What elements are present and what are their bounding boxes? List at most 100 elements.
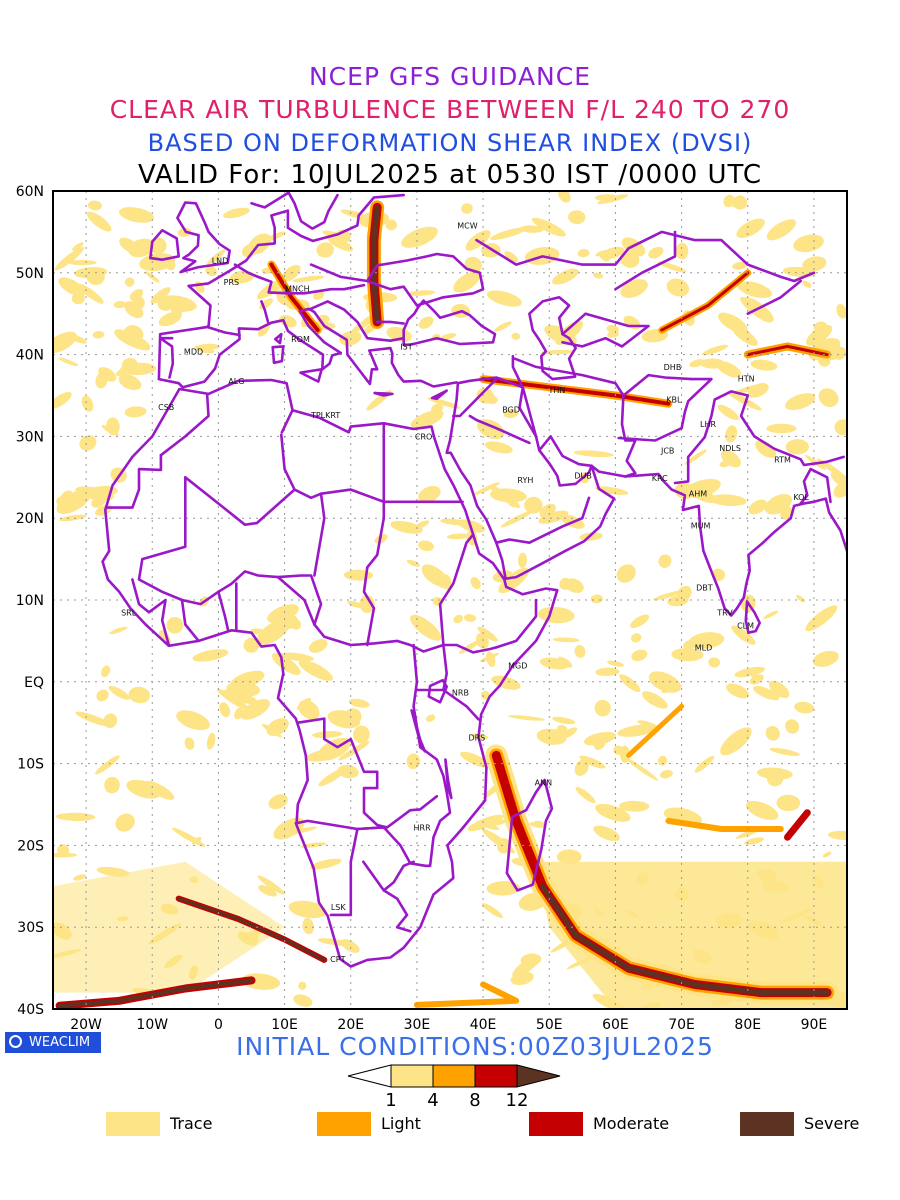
trace-patch bbox=[279, 652, 314, 662]
trace-patch bbox=[460, 751, 491, 768]
legend-label: Moderate bbox=[593, 1114, 670, 1133]
trace-patch bbox=[491, 819, 509, 826]
trace-patch bbox=[386, 326, 412, 342]
trace-patch bbox=[95, 755, 120, 775]
trace-patch bbox=[73, 874, 87, 881]
scandinavia-coast bbox=[250, 191, 339, 230]
trace-area bbox=[53, 861, 285, 993]
colorbar-tick-label: 12 bbox=[506, 1090, 529, 1111]
station-label-kol: KOL bbox=[793, 493, 809, 502]
trace-patch bbox=[298, 981, 307, 990]
trace-patch bbox=[658, 261, 687, 273]
trace-patch bbox=[126, 779, 162, 799]
station-label-krc: KRC bbox=[652, 474, 668, 483]
trace-patch bbox=[719, 459, 732, 468]
trace-patch bbox=[785, 719, 800, 734]
trace-patch bbox=[688, 632, 725, 649]
trace-patch bbox=[470, 577, 481, 590]
trace-patch bbox=[418, 540, 434, 552]
trace-patch bbox=[223, 207, 250, 219]
trace-patch bbox=[340, 209, 367, 219]
lat-tick-label: 40S bbox=[17, 1002, 44, 1018]
station-label-cpt: CPT bbox=[330, 955, 345, 964]
trace-patch bbox=[446, 533, 471, 540]
corsica bbox=[273, 332, 283, 345]
gulf-north-coast bbox=[537, 435, 593, 468]
trace-patch bbox=[418, 316, 434, 329]
trace-patch bbox=[736, 218, 765, 239]
trace-patch bbox=[290, 619, 302, 630]
station-label-ndls: NDLS bbox=[719, 444, 741, 453]
trace-patch bbox=[165, 257, 176, 271]
lat-tick-label: 10S bbox=[17, 757, 44, 773]
trace-patch bbox=[453, 271, 481, 293]
trace-patch bbox=[79, 435, 97, 451]
trace-patch bbox=[657, 755, 668, 766]
trace-patch bbox=[418, 485, 441, 503]
trace-patch bbox=[58, 277, 86, 297]
trace-patch bbox=[322, 230, 352, 242]
trace-patch bbox=[427, 570, 453, 590]
trace-patch bbox=[579, 755, 606, 769]
station-label-alg: ALG bbox=[228, 377, 244, 386]
axis-labels: 60N 50N 40N 30N 20N 10N EQ 10S 20S 30S 40S 20W 10W 0 1… bbox=[16, 184, 828, 1033]
trace-patch bbox=[343, 569, 374, 581]
trace-patch bbox=[426, 714, 436, 722]
trace-patch bbox=[700, 358, 725, 369]
country-border bbox=[673, 390, 846, 485]
trace-patch bbox=[293, 994, 313, 1007]
station-label-lsk: LSK bbox=[331, 903, 347, 912]
trace-patch bbox=[709, 494, 747, 507]
trace-patch bbox=[150, 287, 171, 304]
trace-patch bbox=[58, 514, 87, 522]
jet-moderate bbox=[269, 262, 320, 333]
madagascar-coast bbox=[505, 778, 554, 892]
trace-patch bbox=[555, 320, 583, 345]
trace-patch bbox=[593, 825, 620, 842]
colorbar-lower-arrow bbox=[347, 1064, 392, 1088]
country-border bbox=[494, 496, 591, 545]
trace-patch bbox=[805, 605, 838, 632]
trace-patch bbox=[802, 256, 827, 272]
title-method: BASED ON DEFORMATION SHEAR INDEX (DVSI) bbox=[147, 129, 753, 157]
trace-patch bbox=[620, 279, 648, 298]
trace-patch bbox=[658, 554, 672, 568]
trace-patch bbox=[327, 235, 353, 252]
trace-patch bbox=[257, 323, 270, 337]
trace-patch bbox=[539, 657, 569, 670]
station-label-cro: CRO bbox=[415, 432, 432, 441]
country-border bbox=[180, 598, 200, 643]
trace-patch bbox=[78, 283, 104, 304]
trace-patch bbox=[556, 849, 582, 865]
country-border bbox=[494, 598, 538, 649]
trace-patch bbox=[766, 423, 797, 434]
trace-patch bbox=[197, 343, 220, 350]
crete bbox=[373, 391, 394, 397]
station-label-lnd: LND bbox=[212, 257, 229, 266]
trace-patch bbox=[440, 518, 468, 526]
trace-patch bbox=[266, 718, 289, 736]
trace-patch bbox=[511, 332, 521, 340]
sicily bbox=[299, 367, 323, 383]
station-label-srl: SRL bbox=[121, 608, 137, 617]
colorbar: 1 4 8 12 bbox=[347, 1064, 561, 1111]
trace-patch bbox=[568, 210, 586, 225]
trace-patch bbox=[226, 681, 261, 697]
trace-patch bbox=[67, 260, 97, 266]
trace-patch bbox=[487, 395, 498, 405]
trace-patch bbox=[347, 600, 364, 608]
trace-patch bbox=[538, 510, 569, 524]
trace-patch bbox=[461, 203, 473, 214]
trace-patch bbox=[595, 194, 618, 201]
lon-tick-label: 10W bbox=[136, 1017, 168, 1033]
trace-patch bbox=[124, 277, 135, 287]
trace-patch bbox=[477, 626, 498, 642]
country-border bbox=[412, 643, 452, 868]
trace-patch bbox=[243, 638, 260, 653]
trace-patch bbox=[737, 281, 773, 299]
jet-moderate bbox=[481, 377, 671, 406]
trace-patch bbox=[684, 449, 707, 465]
trace-patch bbox=[440, 333, 457, 340]
trace-patch bbox=[312, 731, 343, 739]
jet-severe bbox=[177, 897, 326, 962]
